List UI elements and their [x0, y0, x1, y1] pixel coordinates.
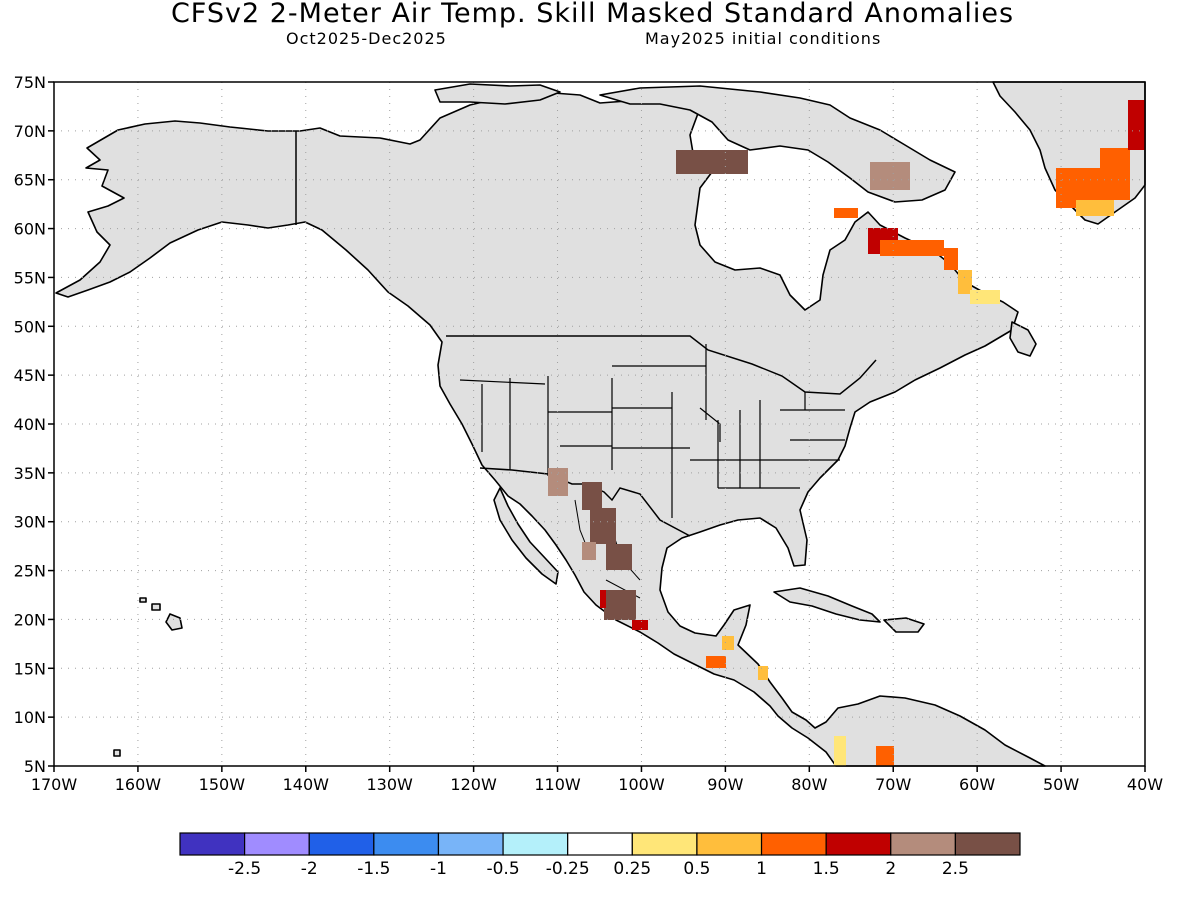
colorbar-cell	[567, 832, 633, 856]
baja-california-landmass	[493, 487, 559, 585]
lat-label: 60N	[14, 220, 46, 239]
colorbar-cell	[437, 832, 504, 856]
anomaly-cell	[834, 736, 846, 766]
lon-label: 90W	[707, 775, 743, 794]
lat-label: 65N	[14, 171, 46, 190]
lon-label: 110W	[534, 775, 581, 794]
anomaly-cell	[880, 240, 944, 256]
arctic-islands	[434, 83, 561, 105]
colorbar-label: 0.25	[613, 859, 651, 879]
colorbar-cell	[696, 832, 763, 856]
us-canada-border	[446, 335, 877, 395]
lat-label: 40N	[14, 415, 46, 434]
anomaly-shading	[548, 100, 1145, 766]
lon-label: 70W	[875, 775, 911, 794]
lon-label: 170W	[31, 775, 78, 794]
colorbar-label: -2.5	[228, 859, 261, 879]
lat-label: 20N	[14, 610, 46, 629]
lon-label: 40W	[1127, 775, 1163, 794]
colorbar-cells	[179, 832, 1021, 856]
colorbar-label: 2	[885, 859, 896, 879]
colorbar-label: -0.5	[486, 859, 519, 879]
lat-label: 15N	[14, 659, 46, 678]
lat-label: 10N	[14, 708, 46, 727]
hispaniola-landmass	[883, 617, 925, 633]
anomaly-cell	[1076, 200, 1114, 216]
lat-label: 45N	[14, 366, 46, 385]
anomaly-cell	[834, 208, 858, 218]
colorbar-labels: -2.5 -2 -1.5 -1 -0.5 -0.25 0.25 0.5 1 1.5 2 2.5	[228, 859, 969, 879]
anomaly-cell	[676, 150, 748, 174]
anomaly-cell	[582, 482, 602, 510]
lon-axis-labels: 170W 160W 150W 140W 130W 120W 110W 100W 90W 80W 70…	[31, 766, 1163, 794]
lon-label: 140W	[283, 775, 330, 794]
anomaly-cell	[600, 590, 606, 608]
colorbar-label: -1	[430, 859, 447, 879]
colorbar-cell	[502, 832, 569, 856]
anomaly-cell	[944, 248, 958, 270]
lat-label: 55N	[14, 268, 46, 287]
lon-label: 50W	[1043, 775, 1079, 794]
colorbar-cell	[244, 832, 310, 856]
valid-period: Oct2025-Dec2025	[286, 29, 447, 48]
lat-label: 35N	[14, 464, 46, 483]
anomaly-cell	[722, 636, 734, 650]
lon-label: 100W	[618, 775, 665, 794]
colorbar-label: 1	[756, 859, 767, 879]
colorbar: -2.5 -2 -1.5 -1 -0.5 -0.25 0.25 0.5 1 1.5 2 2.5	[179, 832, 1021, 879]
colorbar-cell	[825, 832, 892, 856]
colorbar-label: 1.5	[813, 859, 840, 879]
anomaly-cell	[958, 270, 972, 294]
colorbar-cell	[179, 832, 246, 856]
lat-label: 75N	[14, 73, 46, 92]
anomaly-cell	[758, 666, 768, 680]
lon-label: 150W	[199, 775, 246, 794]
lat-label: 30N	[14, 513, 46, 532]
colorbar-label: -1.5	[357, 859, 390, 879]
anomaly-cell	[606, 544, 632, 570]
colorbar-cell	[631, 832, 698, 856]
lon-label: 80W	[791, 775, 827, 794]
lat-label: 5N	[24, 757, 46, 776]
anomaly-cell	[1128, 100, 1145, 150]
anomaly-cell	[604, 590, 636, 620]
anomaly-cell	[706, 656, 726, 668]
hawaii-islands-small	[113, 597, 161, 757]
anomaly-cell	[590, 508, 616, 544]
lon-label: 120W	[450, 775, 497, 794]
lon-label: 160W	[115, 775, 162, 794]
colorbar-label: -2	[301, 859, 318, 879]
cuba-landmass	[773, 587, 881, 623]
lon-label: 130W	[367, 775, 414, 794]
lat-label: 70N	[14, 122, 46, 141]
anomaly-cell	[1100, 148, 1130, 200]
map-panel	[53, 81, 1146, 767]
hawaii-landmass	[165, 613, 183, 631]
colorbar-label: 0.5	[683, 859, 710, 879]
colorbar-label: 2.5	[942, 859, 969, 879]
lat-axis-labels: 75N 70N 65N 60N 55N 50N 45N 40N 35N 30N 25N 20N 15N 1…	[14, 73, 54, 776]
colorbar-cell	[954, 832, 1021, 856]
anomaly-cell	[632, 620, 648, 630]
baffin-island	[599, 85, 956, 203]
colorbar-label: -0.25	[546, 859, 590, 879]
lat-label: 25N	[14, 562, 46, 581]
lon-label: 60W	[959, 775, 995, 794]
colorbar-cell	[760, 832, 827, 856]
map-title: CFSv2 2-Meter Air Temp. Skill Masked Sta…	[170, 0, 1015, 29]
lat-label: 50N	[14, 317, 46, 336]
colorbar-cell	[890, 832, 956, 856]
anomaly-cell	[582, 542, 596, 560]
anomaly-cell	[970, 290, 1000, 304]
colorbar-cell	[308, 832, 375, 856]
anomaly-cell	[876, 746, 894, 766]
newfoundland-landmass	[1009, 321, 1037, 357]
anomaly-cell	[870, 162, 910, 190]
us-mexico-border	[479, 467, 691, 537]
colorbar-cell	[373, 832, 440, 856]
initial-conditions: May2025 initial conditions	[645, 29, 882, 48]
